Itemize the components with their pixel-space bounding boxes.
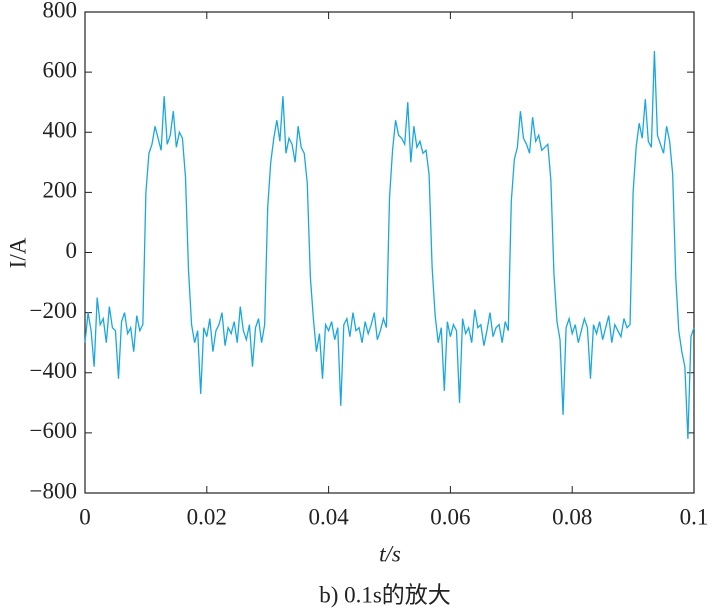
x-tick-label: 0.06 (430, 504, 470, 529)
x-tick-label: 0.02 (187, 504, 227, 529)
x-tick-label: 0.08 (552, 504, 592, 529)
data-line (84, 51, 695, 439)
y-tick-label: −200 (30, 298, 77, 323)
plot-frame (84, 11, 695, 494)
y-tick-label: −400 (30, 358, 77, 383)
caption: b) 0.1s的放大 (319, 582, 451, 607)
x-tick-label: 0 (79, 504, 91, 529)
y-tick-label: 200 (43, 178, 78, 203)
x-tick-label: 0.1 (680, 504, 709, 529)
y-tick-label: 0 (66, 238, 78, 263)
y-tick-label: 400 (43, 118, 78, 143)
y-tick-label: 800 (43, 0, 78, 22)
y-tick-label: −600 (30, 418, 77, 443)
y-tick-label: −800 (30, 478, 77, 503)
y-tick-label: 600 (43, 57, 78, 82)
y-axis-label: I/A (5, 237, 30, 268)
x-axis-label: t/s (379, 541, 401, 566)
x-tick-label: 0.04 (308, 504, 349, 529)
